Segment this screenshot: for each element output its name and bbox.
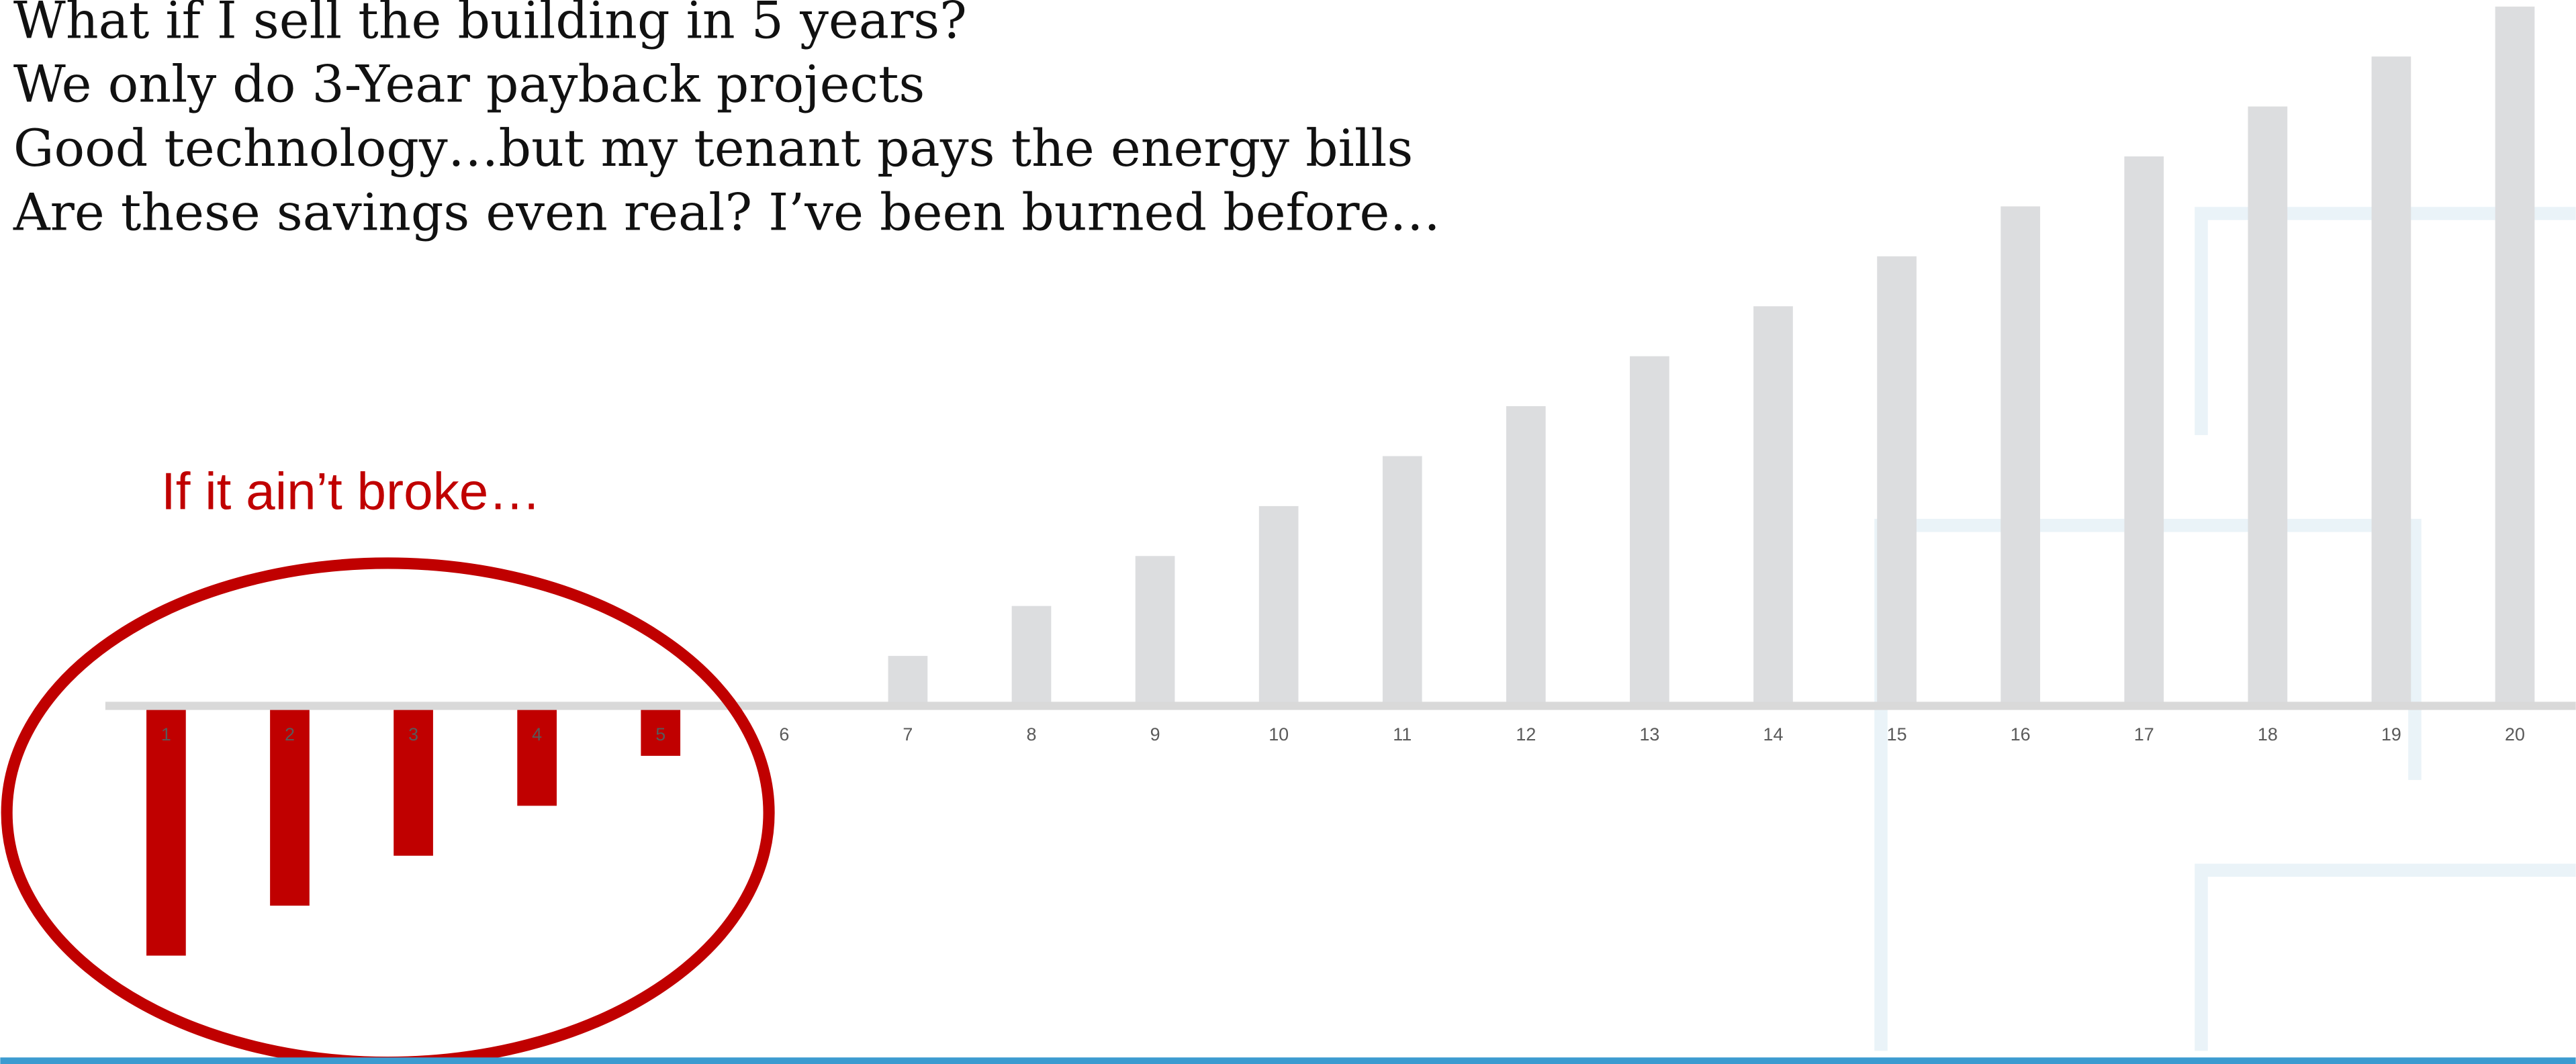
- question: What if I sell the building in 5 years?: [13, 0, 967, 50]
- bar: [641, 706, 681, 756]
- bar: [1506, 406, 1546, 706]
- question: Are these savings even real? I’ve been b…: [13, 183, 1440, 242]
- x-tick-label: 15: [1887, 724, 1907, 744]
- x-tick-label: 11: [1393, 724, 1412, 744]
- x-tick-label: 14: [1763, 724, 1784, 744]
- bar: [888, 656, 928, 706]
- bar: [1382, 456, 1422, 706]
- bar: [1135, 556, 1175, 706]
- x-tick-label: 6: [779, 724, 789, 744]
- bar: [2124, 156, 2164, 706]
- question: We only do 3-Year payback projects: [13, 55, 925, 114]
- highlight-ellipse: [1, 557, 775, 1064]
- bar: [1011, 606, 1052, 706]
- x-tick-label: 9: [1150, 724, 1160, 744]
- bar: [2000, 206, 2041, 706]
- bar: [1753, 306, 1793, 706]
- bar: [1630, 356, 1669, 706]
- x-tick-label: 17: [2134, 724, 2154, 744]
- bar: [394, 706, 433, 856]
- x-tick-label: 8: [1027, 724, 1037, 744]
- deco-line: [2195, 863, 2576, 1051]
- x-tick-label: 3: [408, 724, 418, 744]
- deco-line: [2195, 207, 2576, 436]
- x-tick-label: 4: [532, 724, 542, 744]
- x-tick-label: 20: [2505, 724, 2525, 744]
- bar: [1258, 505, 1299, 706]
- x-tick-label: 7: [903, 724, 913, 744]
- x-tick-label: 18: [2258, 724, 2278, 744]
- bar: [146, 706, 186, 956]
- x-tick-label: 19: [2381, 724, 2401, 744]
- bar: [2495, 6, 2535, 706]
- x-tick-label: 1: [161, 724, 171, 744]
- decoration: [1874, 207, 2576, 1051]
- bar: [2248, 106, 2288, 706]
- x-tick-label: 5: [655, 724, 665, 744]
- bar: [2371, 56, 2411, 706]
- annotation: If it ain’t broke…: [161, 461, 541, 520]
- bar: [1877, 256, 1917, 706]
- bar: [270, 706, 310, 906]
- x-tick-label: 13: [1639, 724, 1659, 744]
- x-tick-label: 16: [2011, 724, 2031, 744]
- plot: 1 2 3 4 5 6 7 8 9 10 11 12 13 14 15 16 17 18 19 20: [105, 6, 2576, 956]
- question: Good technology…but my tenant pays the e…: [13, 119, 1413, 178]
- x-tick-label: 10: [1269, 724, 1289, 744]
- x-tick-label: 2: [285, 724, 295, 744]
- x-tick-label: 12: [1516, 724, 1536, 744]
- bar: [517, 706, 557, 806]
